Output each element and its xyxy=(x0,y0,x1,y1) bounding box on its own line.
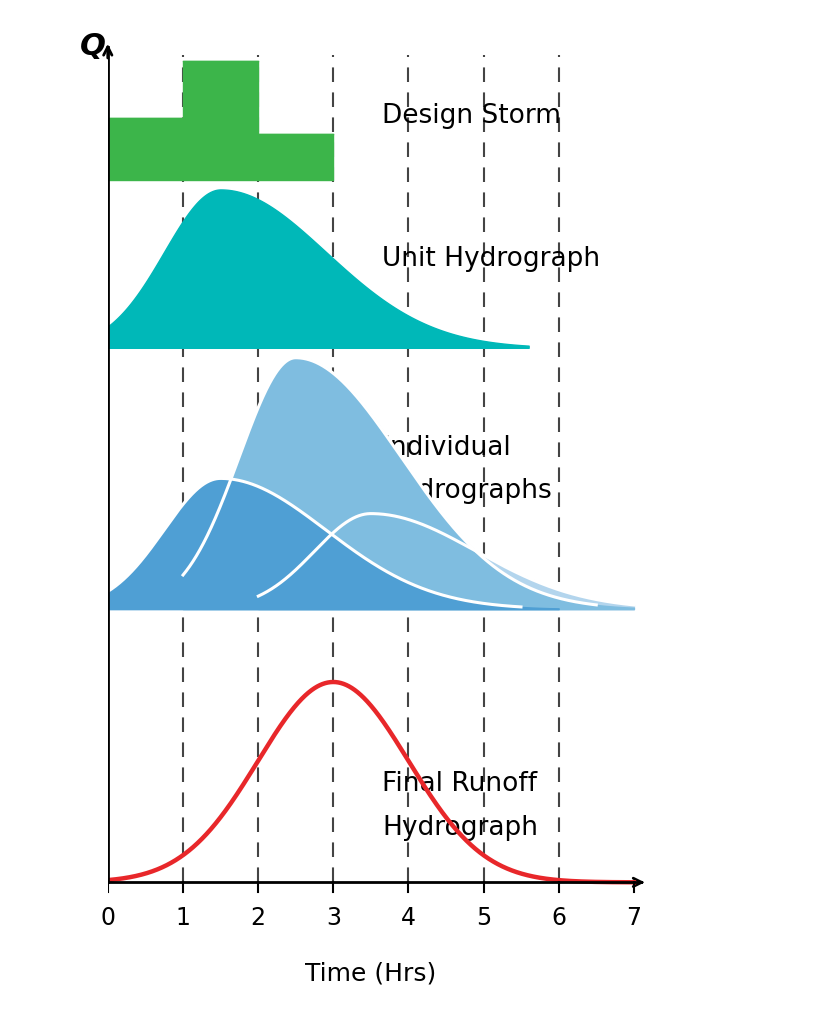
Text: 7: 7 xyxy=(626,906,641,930)
Text: Design Storm: Design Storm xyxy=(382,103,561,129)
Text: 2: 2 xyxy=(250,906,265,930)
Text: Time (Hrs): Time (Hrs) xyxy=(305,962,436,985)
Text: 0: 0 xyxy=(100,906,115,930)
Text: 1: 1 xyxy=(176,906,190,930)
Text: 6: 6 xyxy=(551,906,566,930)
Text: Final Runoff: Final Runoff xyxy=(382,771,537,798)
Text: Hydrographs: Hydrographs xyxy=(382,478,551,505)
Text: 3: 3 xyxy=(325,906,340,930)
Text: Individual: Individual xyxy=(382,435,510,461)
Text: 4: 4 xyxy=(401,906,416,930)
Text: Q: Q xyxy=(79,33,105,61)
Text: Unit Hydrograph: Unit Hydrograph xyxy=(382,246,599,271)
Text: 5: 5 xyxy=(475,906,491,930)
Text: Hydrograph: Hydrograph xyxy=(382,815,537,841)
